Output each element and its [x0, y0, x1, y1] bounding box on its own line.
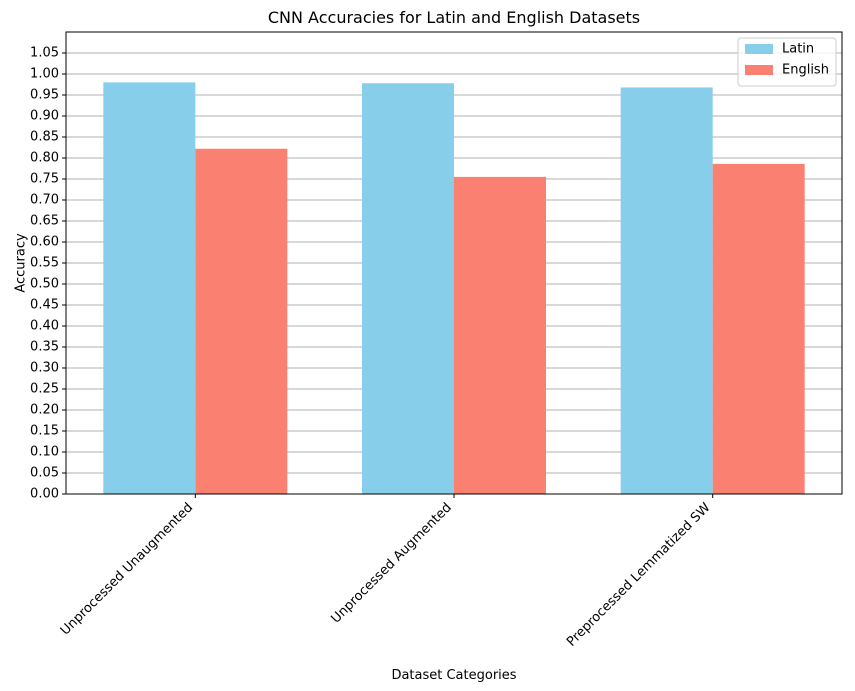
x-axis: Unprocessed Unaugmented Unprocessed Augme… — [58, 494, 714, 650]
y-tick-label: 0.80 — [30, 151, 59, 166]
y-tick-label: 0.00 — [30, 487, 59, 502]
y-tick-label: 1.05 — [30, 46, 59, 61]
bar-latin-2 — [362, 83, 454, 495]
legend-label-latin: Latin — [782, 42, 814, 57]
bars — [103, 82, 805, 495]
y-tick-label: 0.65 — [30, 214, 59, 229]
bar-latin-1 — [103, 82, 196, 495]
bar-english-1 — [195, 148, 288, 494]
y-tick-label: 0.30 — [30, 361, 59, 376]
x-tick-label: Preprocessed Lemmatized SW — [564, 500, 714, 650]
y-tick-label: 0.95 — [30, 88, 59, 103]
legend-swatch-english — [745, 65, 773, 75]
x-axis-label: Dataset Categories — [391, 668, 516, 683]
bar-english-2 — [454, 176, 546, 494]
y-tick-label: 0.20 — [30, 403, 59, 418]
bar-english-3 — [712, 163, 805, 494]
y-tick-label: 0.90 — [30, 109, 59, 124]
y-tick-label: 0.55 — [30, 256, 59, 271]
chart-title: CNN Accuracies for Latin and English Dat… — [268, 8, 640, 27]
y-tick-label: 1.00 — [30, 67, 59, 82]
y-tick-label: 0.85 — [30, 130, 59, 145]
y-tick-label: 0.15 — [30, 424, 59, 439]
y-tick-label: 0.75 — [30, 172, 59, 187]
legend: Latin English — [737, 37, 837, 87]
y-tick-label: 0.10 — [30, 445, 59, 460]
legend-swatch-latin — [745, 44, 773, 54]
y-tick-label: 0.40 — [30, 319, 59, 334]
y-tick-label: 0.50 — [30, 277, 59, 292]
x-tick-label: Unprocessed Augmented — [328, 500, 454, 626]
y-tick-label: 0.70 — [30, 193, 59, 208]
y-tick-label: 0.60 — [30, 235, 59, 250]
y-tick-label: 0.35 — [30, 340, 59, 355]
bar-latin-3 — [620, 87, 713, 494]
y-tick-label: 0.45 — [30, 298, 59, 313]
x-tick-label: Unprocessed Unaugmented — [58, 500, 196, 638]
y-axis: 0.00 0.05 0.10 0.15 0.20 0.25 0.30 0.35 0.40 0.45… — [30, 46, 66, 502]
y-tick-label: 0.05 — [30, 466, 59, 481]
y-axis-label: Accuracy — [14, 233, 29, 293]
legend-label-english: English — [782, 63, 829, 78]
y-tick-label: 0.25 — [30, 382, 59, 397]
